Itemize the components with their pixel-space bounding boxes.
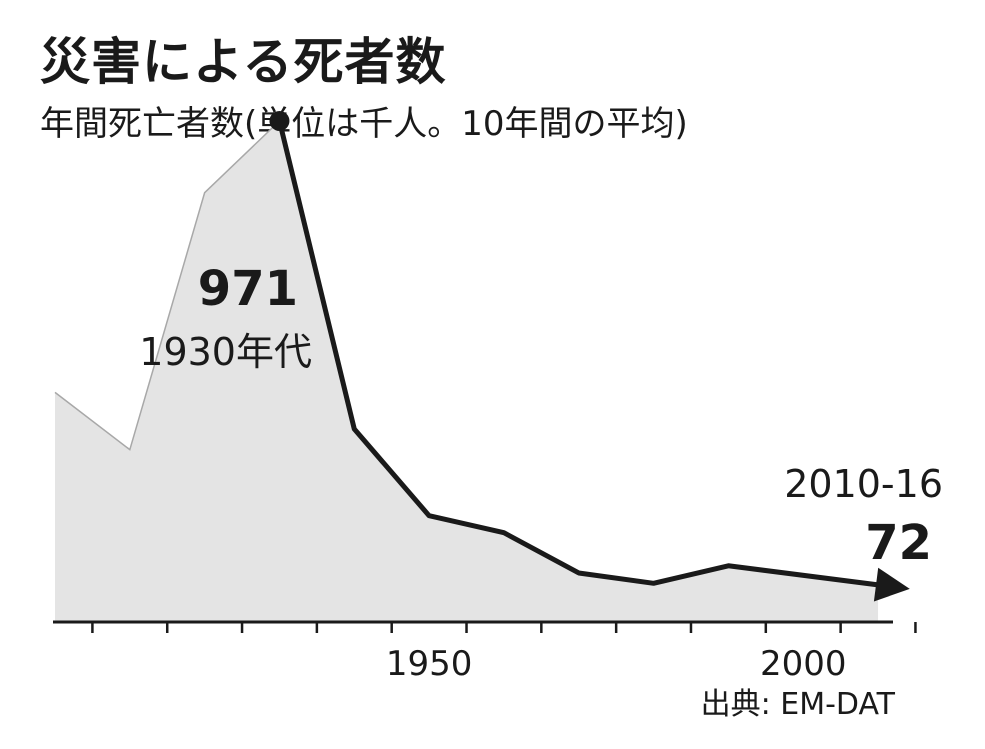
peak-value-label: 971 xyxy=(198,261,298,317)
end-period-label: 2010-16 xyxy=(784,462,943,506)
area-edge-line xyxy=(54,120,280,451)
x-tick-label: 2000 xyxy=(760,644,847,684)
x-tick-label: 1950 xyxy=(386,644,473,684)
arrow-head xyxy=(873,567,910,602)
peak-period-label: 1930年代 xyxy=(139,330,312,374)
chart-title: 災害による死者数 xyxy=(40,33,447,91)
area-fill xyxy=(55,120,879,623)
series-line xyxy=(276,118,881,588)
peak-point xyxy=(269,110,290,131)
chart-subtitle: 年間死亡者数(単位は千人。10年間の平均) xyxy=(40,104,688,144)
end-value-label: 72 xyxy=(865,515,932,571)
source-note: 出典: EM-DAT xyxy=(701,687,896,722)
